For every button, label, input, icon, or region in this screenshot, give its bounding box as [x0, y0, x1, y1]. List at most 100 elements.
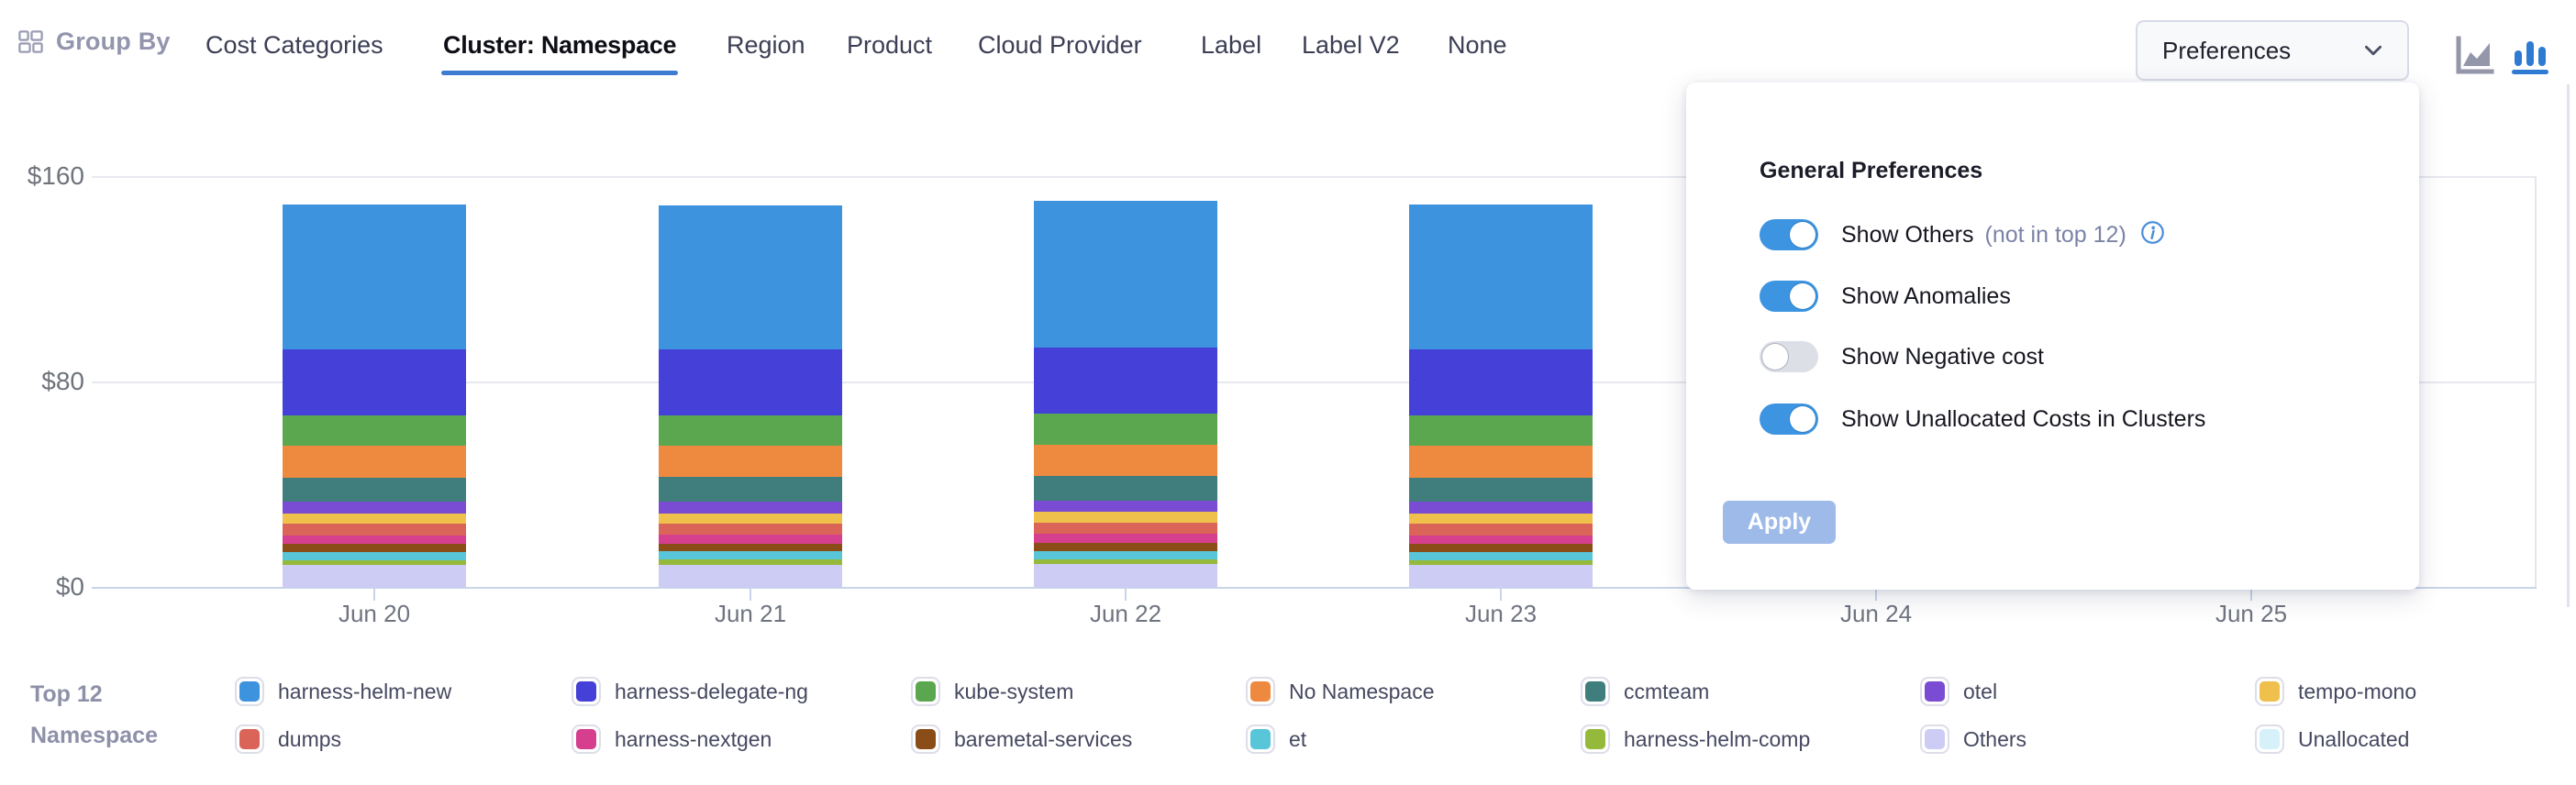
legend-item-dumps[interactable]: dumps [235, 724, 341, 754]
bar-segment-et[interactable] [659, 551, 842, 560]
legend-color-fill [916, 729, 936, 749]
grid-icon [17, 28, 45, 56]
bar-segment-harness-helm-comp[interactable] [659, 559, 842, 565]
legend-item-label: harness-helm-comp [1624, 726, 1811, 751]
bar-segment-kube-system[interactable] [1409, 415, 1593, 447]
bar-segment-others[interactable] [659, 564, 842, 588]
legend-item-kube-system[interactable]: kube-system [911, 677, 1073, 706]
legend-item-harness-nextgen[interactable]: harness-nextgen [572, 724, 772, 754]
bar-segment-otel[interactable] [283, 501, 466, 514]
legend-item-harness-helm-comp[interactable]: harness-helm-comp [1581, 724, 1810, 754]
bar-segment-no-namespace[interactable] [1409, 446, 1593, 478]
bar-segment-harness-helm-new[interactable] [1409, 204, 1593, 350]
tab-product[interactable]: Product [847, 31, 933, 59]
bar-segment-harness-helm-new[interactable] [283, 204, 466, 350]
x-axis-label: Jun 20 [338, 600, 411, 627]
bar-segment-no-namespace[interactable] [283, 446, 466, 478]
bar-segment-dumps[interactable] [1409, 524, 1593, 536]
bar-segment-otel[interactable] [1034, 500, 1217, 513]
bar-segment-baremetal-services[interactable] [1409, 544, 1593, 552]
x-axis-tick [1875, 589, 1877, 601]
bar-segment-harness-delegate-ng[interactable] [1409, 349, 1593, 415]
bar-segment-tempo-mono[interactable] [1409, 513, 1593, 525]
tab-label[interactable]: Label [1201, 31, 1262, 59]
bar-segment-harness-delegate-ng[interactable] [283, 349, 466, 415]
bar-segment-harness-helm-comp[interactable] [1034, 558, 1217, 565]
legend-item-tempo-mono[interactable]: tempo-mono [2255, 677, 2416, 706]
bar-segment-harness-helm-new[interactable] [659, 205, 842, 350]
tab-cost-categories[interactable]: Cost Categories [205, 31, 383, 59]
bar-segment-harness-nextgen[interactable] [659, 535, 842, 544]
bar-segment-ccmteam[interactable] [283, 477, 466, 502]
legend-item-et[interactable]: et [1246, 724, 1306, 754]
bar-segment-dumps[interactable] [1034, 523, 1217, 535]
tab-none[interactable]: None [1448, 31, 1507, 59]
bar-segment-et[interactable] [283, 551, 466, 560]
bar-segment-ccmteam[interactable] [1034, 476, 1217, 501]
bar-chart-icon[interactable] [2508, 35, 2552, 77]
legend-item-label: Unallocated [2298, 726, 2410, 751]
bar-segment-kube-system[interactable] [1034, 413, 1217, 445]
legend-item-label: otel [1963, 679, 1998, 703]
bar-segment-harness-helm-comp[interactable] [1409, 559, 1593, 565]
legend-item-label: et [1289, 726, 1307, 751]
bar-segment-baremetal-services[interactable] [659, 543, 842, 552]
legend-title-line1: Top 12 [30, 681, 103, 707]
preferences-dropdown-button[interactable]: Preferences [2136, 20, 2409, 81]
bar-segment-harness-helm-new[interactable] [1034, 201, 1217, 348]
legend-item-label: baremetal-services [954, 726, 1133, 751]
bar-segment-harness-delegate-ng[interactable] [659, 349, 842, 415]
bar-segment-et[interactable] [1034, 550, 1217, 559]
toggle-hint: (not in top 12) [1984, 221, 2126, 248]
bar-segment-harness-helm-comp[interactable] [283, 559, 466, 565]
bar-segment-ccmteam[interactable] [1409, 477, 1593, 502]
bar-segment-tempo-mono[interactable] [659, 513, 842, 524]
legend-item-label: ccmteam [1624, 679, 1710, 703]
legend-item-baremetal-services[interactable]: baremetal-services [911, 724, 1132, 754]
bar-segment-otel[interactable] [659, 501, 842, 514]
legend-item-otel[interactable]: otel [1920, 677, 1997, 706]
bar-segment-kube-system[interactable] [283, 415, 466, 447]
toggle-show-anomalies[interactable] [1760, 281, 1818, 312]
legend-item-harness-helm-new[interactable]: harness-helm-new [235, 677, 451, 706]
info-icon[interactable] [2140, 220, 2165, 249]
bar-segment-others[interactable] [283, 564, 466, 588]
bar-segment-ccmteam[interactable] [659, 477, 842, 502]
apply-button[interactable]: Apply [1723, 501, 1836, 544]
bar-segment-otel[interactable] [1409, 501, 1593, 514]
legend-item-ccmteam[interactable]: ccmteam [1581, 677, 1709, 706]
tab-cluster-namespace[interactable]: Cluster: Namespace [441, 31, 679, 75]
toggle-show-negative-cost[interactable] [1760, 341, 1818, 372]
bar-segment-tempo-mono[interactable] [1034, 512, 1217, 524]
bar-segment-et[interactable] [1409, 551, 1593, 560]
tab-region[interactable]: Region [727, 31, 805, 59]
toggle-show-others[interactable] [1760, 219, 1818, 250]
legend-item-others[interactable]: Others [1920, 724, 2026, 754]
legend-item-harness-delegate-ng[interactable]: harness-delegate-ng [572, 677, 808, 706]
bar-segment-baremetal-services[interactable] [283, 544, 466, 552]
bar-segment-harness-delegate-ng[interactable] [1034, 347, 1217, 414]
tab-cloud-provider[interactable]: Cloud Provider [978, 31, 1142, 59]
bar-segment-no-namespace[interactable] [1034, 444, 1217, 477]
legend-color-fill [239, 729, 260, 749]
legend-color-fill [1585, 729, 1605, 749]
bar-segment-dumps[interactable] [659, 524, 842, 536]
bar-segment-others[interactable] [1034, 564, 1217, 588]
bar-segment-harness-nextgen[interactable] [1409, 535, 1593, 545]
bar-segment-dumps[interactable] [283, 524, 466, 536]
bar-segment-harness-nextgen[interactable] [1034, 534, 1217, 544]
legend-item-unallocated[interactable]: Unallocated [2255, 724, 2409, 754]
bar-segment-no-namespace[interactable] [659, 446, 842, 478]
bar-segment-baremetal-services[interactable] [1034, 543, 1217, 551]
bar-segment-others[interactable] [1409, 564, 1593, 588]
bar-segment-kube-system[interactable] [659, 415, 842, 447]
legend-color-chip [911, 677, 940, 706]
area-chart-icon[interactable] [2451, 35, 2495, 77]
bar-segment-tempo-mono[interactable] [283, 513, 466, 525]
tab-label-v2[interactable]: Label V2 [1302, 31, 1400, 59]
toggle-show-unallocated-costs-in-clusters[interactable] [1760, 404, 1818, 435]
x-axis-label: Jun 24 [1839, 600, 1913, 627]
bar-segment-harness-nextgen[interactable] [283, 535, 466, 545]
legend-item-no-namespace[interactable]: No Namespace [1246, 677, 1435, 706]
legend-color-fill [1250, 681, 1271, 702]
